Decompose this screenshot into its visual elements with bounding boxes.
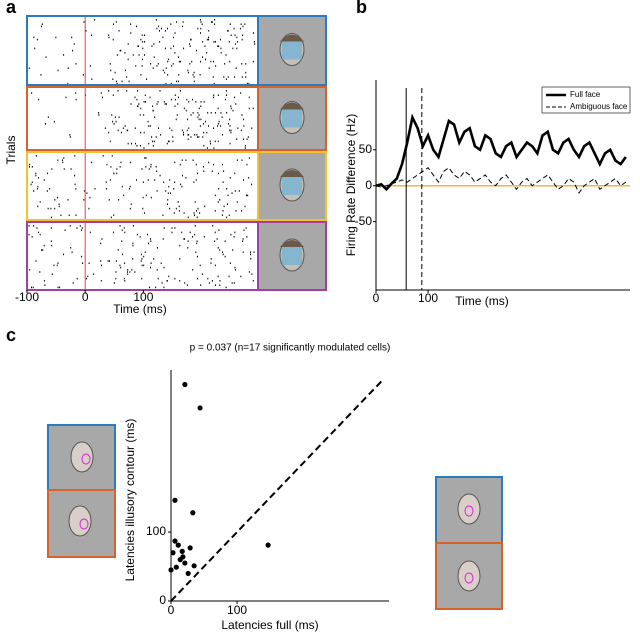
x-tick-label: 0 — [373, 291, 380, 305]
y-tick-label: 0 — [159, 593, 166, 607]
face — [279, 33, 305, 66]
panel-label: b — [356, 0, 367, 17]
y-axis-label: Latencies illusory contour (ms) — [123, 419, 137, 582]
point — [265, 542, 271, 548]
condition-box — [26, 86, 259, 151]
condition-box — [26, 221, 259, 291]
legend-label: Ambiguous face — [570, 102, 628, 111]
face — [279, 238, 305, 272]
point — [185, 570, 191, 577]
y-axis-label: Firing Rate Difference (Hz) — [344, 114, 358, 257]
y-tick-label: 50 — [359, 142, 373, 156]
point — [197, 405, 203, 411]
y-axis-label: Trials — [4, 136, 18, 165]
point — [175, 542, 181, 548]
point — [172, 538, 178, 544]
point — [177, 557, 183, 563]
legend-box — [541, 86, 631, 114]
x-tick-label: 100 — [418, 291, 438, 305]
point — [172, 497, 178, 503]
x-tick-label: 100 — [133, 290, 153, 304]
face — [279, 101, 305, 134]
y-tick-label: -50 — [355, 214, 373, 228]
x-tick-label: 0 — [168, 603, 175, 617]
series-line — [375, 167, 627, 194]
series-line — [375, 113, 627, 192]
x-tick-label: 100 — [227, 603, 247, 617]
face-thumbnails-c — [47, 424, 503, 610]
point — [179, 548, 185, 554]
point — [182, 560, 188, 566]
x-axis-label: Latencies full (ms) — [221, 618, 318, 632]
point — [168, 567, 174, 573]
panel-label: a — [6, 0, 17, 17]
point — [190, 510, 196, 516]
x-axis-label: Time (ms) — [455, 294, 509, 308]
point — [170, 550, 176, 556]
point — [187, 545, 193, 551]
point — [173, 564, 179, 570]
y-tick-label: 100 — [146, 524, 166, 538]
condition-box — [26, 15, 259, 86]
condition-box — [26, 151, 259, 221]
identity-line — [170, 379, 384, 602]
y-tick-label: 0 — [365, 178, 372, 192]
point — [182, 381, 188, 388]
panel-label: c — [6, 325, 16, 345]
point — [191, 563, 197, 569]
legend-label: Full face — [570, 90, 601, 99]
x-tick-label: 0 — [82, 290, 89, 304]
chart-title: p = 0.037 (n=17 significantly modulated … — [190, 343, 391, 354]
face — [279, 168, 305, 202]
x-axis-label: Time (ms) — [113, 302, 167, 316]
x-tick-label: -100 — [15, 290, 39, 304]
